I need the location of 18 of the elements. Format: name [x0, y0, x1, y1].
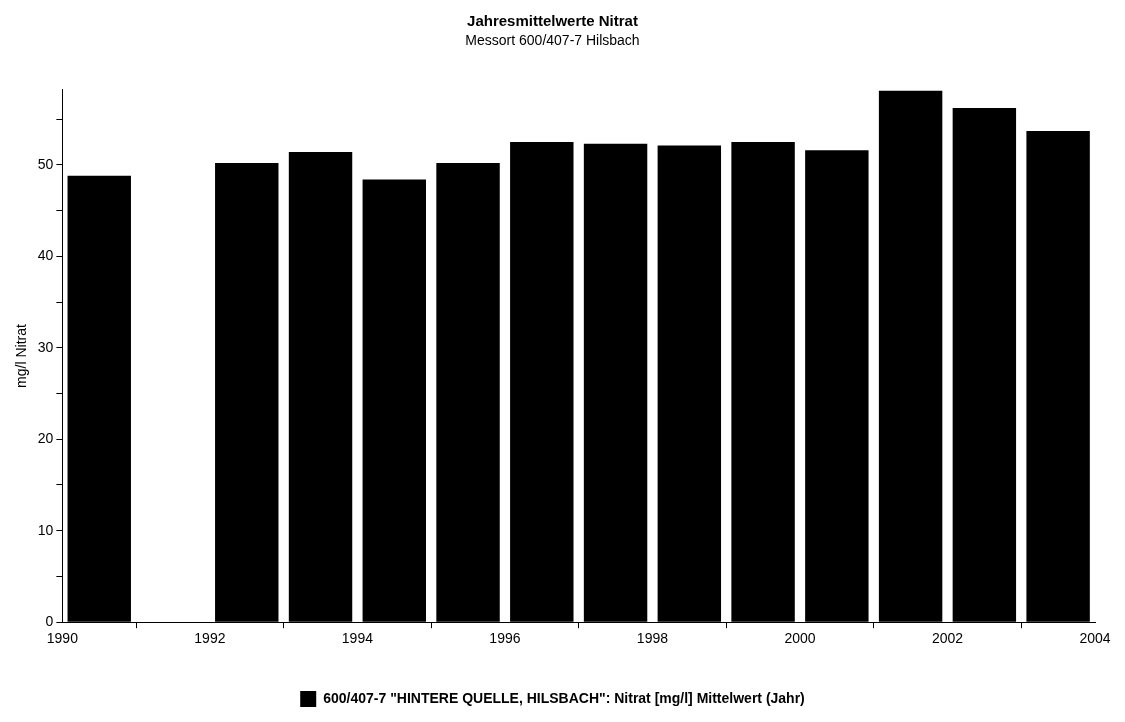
- legend-label: 600/407-7 "HINTERE QUELLE, HILSBACH": Nitrat [mg/l] Mittelwert (Jahr): [323, 689, 805, 706]
- y-tick-label: 50: [37, 155, 54, 172]
- x-tick-label: 1990: [46, 630, 79, 647]
- x-tick-label: 1994: [341, 630, 374, 647]
- x-tick-label: 1992: [194, 630, 226, 647]
- y-tick-label: 40: [37, 247, 54, 264]
- y-tick-label: 10: [37, 521, 54, 538]
- chart-subtitle: Messort 600/407-7 Hilsbach: [465, 32, 640, 49]
- x-tick-label: 2000: [784, 630, 816, 647]
- x-tick-label: 2004: [1079, 630, 1111, 647]
- x-tick-label: 1996: [489, 630, 521, 647]
- y-axis-title: mg/l Nitrat: [13, 324, 30, 388]
- y-tick-label: 0: [45, 613, 54, 630]
- chart-title: Jahresmittelwerte Nitrat: [467, 12, 638, 30]
- x-tick-label: 1998: [636, 630, 669, 647]
- y-tick-label: 20: [37, 430, 54, 447]
- x-tick-label: 2002: [931, 630, 964, 647]
- y-tick-label: 30: [37, 338, 54, 355]
